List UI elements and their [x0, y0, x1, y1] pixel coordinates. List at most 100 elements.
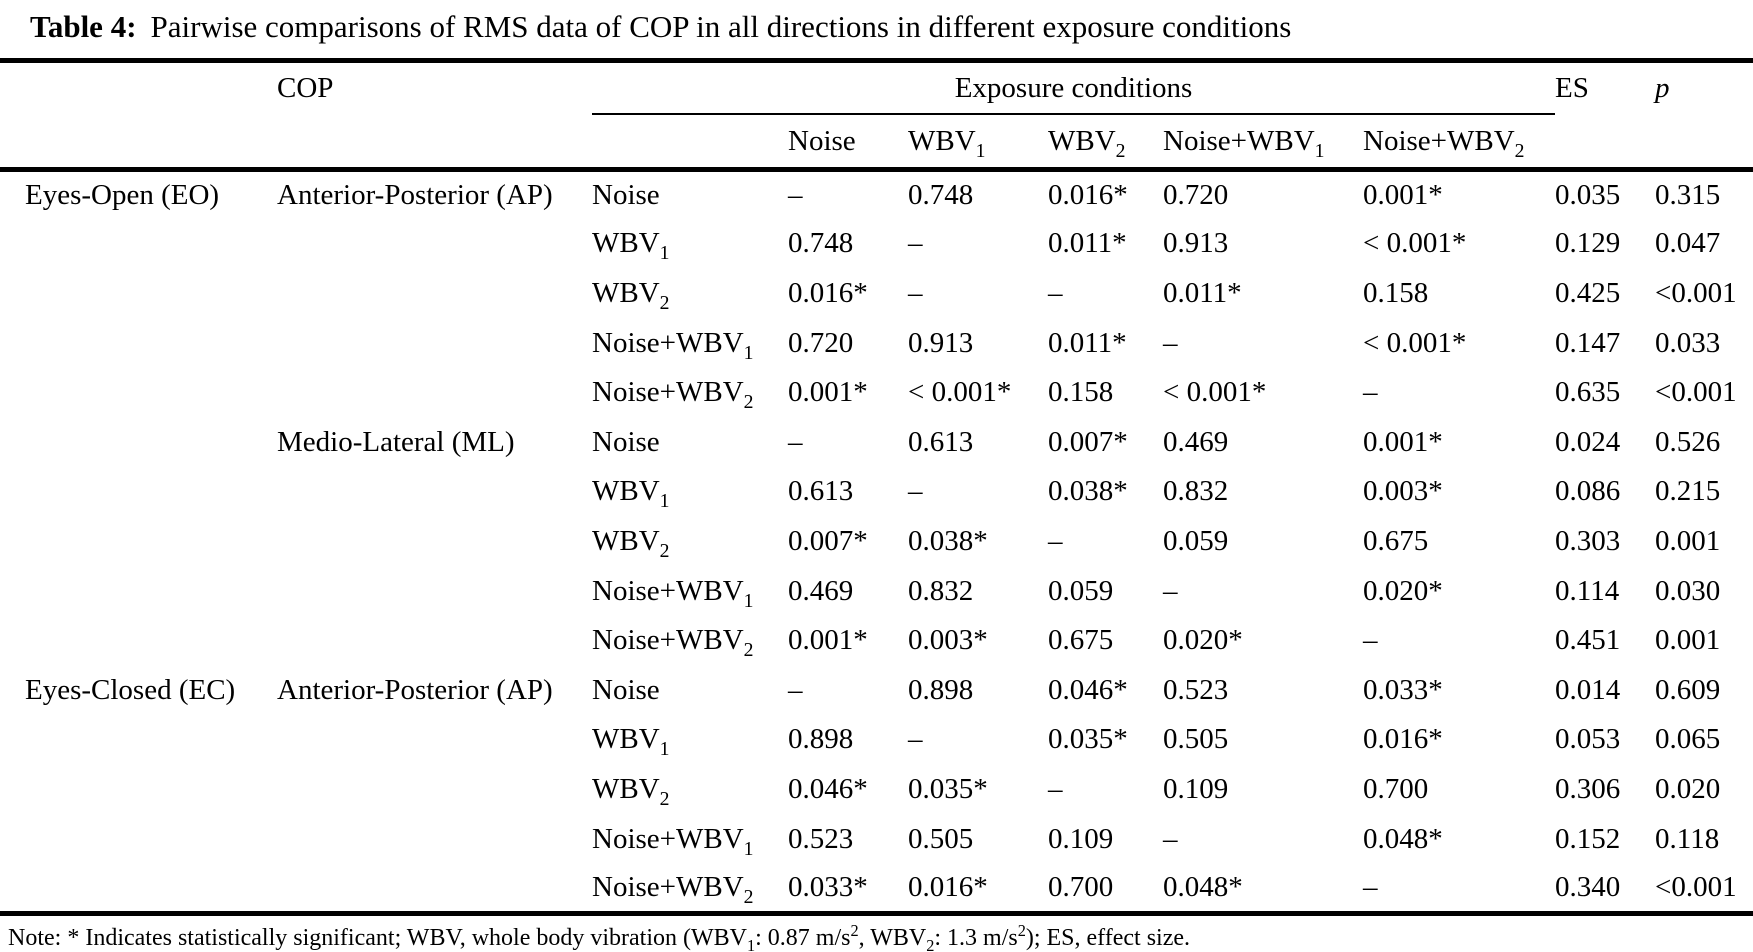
- eye-condition-cell: [0, 715, 277, 765]
- value-cell-noise-wbv1: 0.913: [1163, 227, 1229, 260]
- table-row: Noise+WBV2 0.001* 0.003* 0.675 0.020* – …: [0, 616, 1753, 666]
- value-cell-noise-wbv2: 0.700: [1363, 772, 1429, 805]
- table-header: COP Exposure conditions ES p Noise WBV1 …: [0, 60, 1753, 170]
- es-header: ES: [1555, 72, 1589, 104]
- footnote-segment: Note: * Indicates statistically signific…: [8, 924, 747, 951]
- value-cell-wbv1: –: [908, 276, 923, 309]
- value-cell-noise-wbv2: –: [1363, 624, 1378, 657]
- p-value-cell: 0.065: [1655, 723, 1721, 756]
- empty-header-cell: [0, 114, 277, 170]
- value-cell-noise: 0.001*: [788, 376, 868, 409]
- table-row: WBV1 0.613 – 0.038* 0.832 0.003* 0.086 0…: [0, 467, 1753, 517]
- comparison-label-cell: WBV2: [592, 772, 670, 810]
- value-cell-noise: 0.613: [788, 475, 854, 508]
- es-value-cell: 0.024: [1555, 425, 1621, 458]
- value-cell-wbv1: 0.035*: [908, 772, 988, 805]
- value-cell-wbv2: 0.007*: [1048, 425, 1128, 458]
- comparison-label-cell: Noise+WBV2: [592, 376, 754, 413]
- value-cell-noise-wbv1: < 0.001*: [1163, 376, 1267, 409]
- value-cell-noise: 0.720: [788, 326, 854, 359]
- es-value-cell: 0.147: [1555, 326, 1621, 359]
- eye-condition-cell: [0, 566, 277, 616]
- value-cell-noise: –: [788, 673, 803, 706]
- value-cell-wbv1: 0.613: [908, 425, 974, 458]
- table-row: Medio-Lateral (ML) Noise – 0.613 0.007* …: [0, 417, 1753, 467]
- value-cell-noise-wbv1: 0.523: [1163, 673, 1229, 706]
- value-cell-noise: 0.748: [788, 227, 854, 260]
- value-cell-noise: 0.007*: [788, 524, 868, 557]
- value-cell-wbv2: 0.038*: [1048, 475, 1128, 508]
- eye-condition-cell: [0, 467, 277, 517]
- p-value-cell: 0.526: [1655, 425, 1721, 458]
- comparison-label-cell: Noise: [592, 179, 660, 212]
- p-value-cell: 0.609: [1655, 673, 1721, 706]
- table-caption: Table 4: Pairwise comparisons of RMS data…: [0, 0, 1753, 58]
- p-value-cell: <0.001: [1655, 376, 1737, 409]
- value-cell-noise-wbv1: 0.720: [1163, 179, 1229, 212]
- value-cell-wbv2: 0.675: [1048, 624, 1114, 657]
- eye-condition-cell: [0, 616, 277, 666]
- eye-condition-cell: Eyes-Open (EO): [25, 179, 220, 212]
- value-cell-wbv2: –: [1048, 524, 1063, 557]
- eye-condition-cell: [0, 219, 277, 269]
- value-cell-noise-wbv2: –: [1363, 376, 1378, 409]
- value-cell-noise-wbv2: < 0.001*: [1363, 227, 1467, 260]
- value-cell-noise-wbv1: 0.832: [1163, 475, 1229, 508]
- es-value-cell: 0.053: [1555, 723, 1621, 756]
- cop-direction-cell: [277, 864, 592, 914]
- value-cell-wbv1: 0.748: [908, 179, 974, 212]
- eye-condition-cell: [0, 765, 277, 815]
- value-cell-noise-wbv2: 0.001*: [1363, 425, 1443, 458]
- condition-header-noise-wbv2: Noise+WBV2: [1363, 124, 1525, 162]
- comparison-label-cell: Noise: [592, 673, 660, 706]
- comparison-label-cell: Noise+WBV2: [592, 624, 754, 661]
- empty-header-cell: [1555, 114, 1655, 170]
- value-cell-wbv2: 0.700: [1048, 870, 1114, 903]
- comparison-label-cell: WBV2: [592, 276, 670, 314]
- cop-direction-cell: [277, 715, 592, 765]
- table-footnote: Note: * Indicates statistically signific…: [0, 922, 1753, 952]
- footnote-segment: : 1.3 m/s: [934, 924, 1018, 951]
- es-value-cell: 0.114: [1555, 574, 1620, 607]
- cop-direction-cell: [277, 368, 592, 418]
- p-value-cell: <0.001: [1655, 276, 1737, 309]
- value-cell-noise-wbv1: 0.505: [1163, 723, 1229, 756]
- p-header: p: [1655, 72, 1670, 104]
- header-row-top: COP Exposure conditions ES p: [0, 60, 1753, 115]
- value-cell-wbv2: 0.046*: [1048, 673, 1128, 706]
- cop-direction-cell: [277, 467, 592, 517]
- value-cell-noise: 0.001*: [788, 624, 868, 657]
- footnote-segment: 1: [746, 935, 756, 952]
- p-value-cell: 0.001: [1655, 624, 1721, 657]
- footnote-segment: 2: [926, 935, 935, 952]
- es-value-cell: 0.129: [1555, 227, 1621, 260]
- es-value-cell: 0.425: [1555, 276, 1621, 309]
- cop-direction-cell: [277, 566, 592, 616]
- value-cell-noise-wbv2: 0.033*: [1363, 673, 1443, 706]
- cop-direction-cell: Anterior-Posterior (AP): [277, 179, 553, 212]
- exposure-conditions-spanner: Exposure conditions: [592, 60, 1556, 115]
- cop-direction-cell: [277, 814, 592, 864]
- value-cell-wbv1: 0.016*: [908, 870, 988, 903]
- cop-direction-cell: Medio-Lateral (ML): [277, 425, 515, 458]
- value-cell-noise-wbv2: 0.020*: [1363, 574, 1443, 607]
- value-cell-noise-wbv1: 0.011*: [1163, 276, 1242, 309]
- cop-direction-cell: [277, 219, 592, 269]
- eye-condition-cell: [0, 269, 277, 319]
- value-cell-noise-wbv1: 0.020*: [1163, 624, 1243, 657]
- condition-header-noise: Noise: [788, 124, 856, 157]
- value-cell-noise: –: [788, 425, 803, 458]
- value-cell-noise: 0.469: [788, 574, 854, 607]
- cop-direction-cell: [277, 269, 592, 319]
- value-cell-wbv1: 0.832: [908, 574, 974, 607]
- value-cell-wbv2: 0.011*: [1048, 326, 1127, 359]
- es-value-cell: 0.035: [1555, 179, 1621, 212]
- table-row: WBV2 0.016* – – 0.011* 0.158 0.425 <0.00…: [0, 269, 1753, 319]
- value-cell-wbv1: 0.913: [908, 326, 974, 359]
- empty-header-cell: [1655, 114, 1753, 170]
- value-cell-wbv1: 0.505: [908, 822, 974, 855]
- table-row: Noise+WBV1 0.720 0.913 0.011* – < 0.001*…: [0, 318, 1753, 368]
- comparison-label-cell: Noise+WBV2: [592, 870, 754, 908]
- eye-condition-cell: [0, 864, 277, 914]
